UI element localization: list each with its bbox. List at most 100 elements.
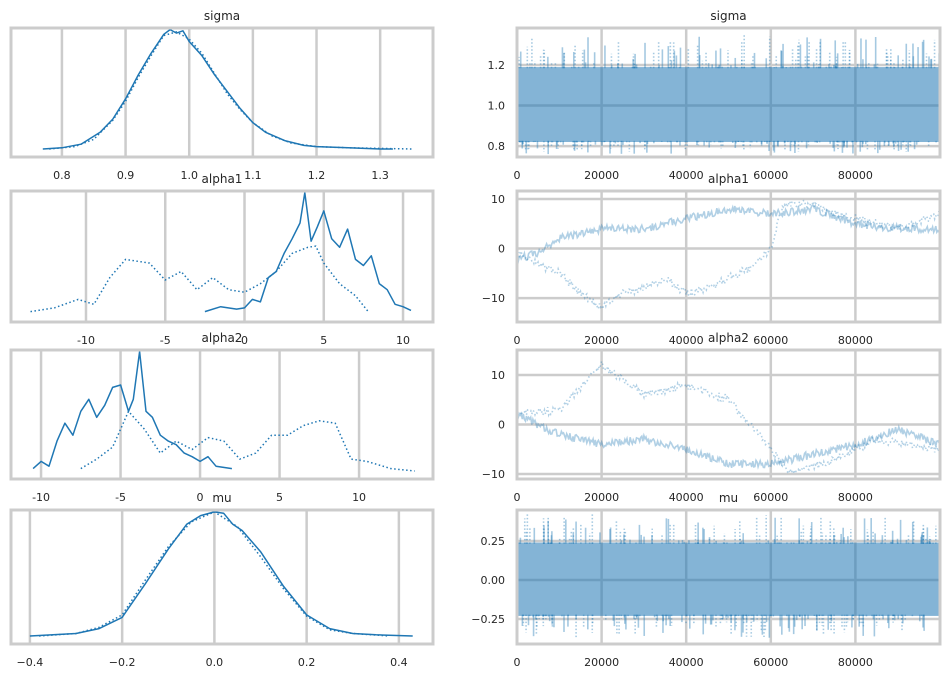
panel-sigma-density: sigma — [9, 9, 435, 159]
x-tick-label: 80000 — [838, 334, 873, 347]
panel-frame — [515, 26, 942, 159]
panel-title: mu — [719, 491, 738, 505]
x-tick-label: 0.8 — [53, 169, 71, 182]
panel-title: alpha2 — [202, 331, 243, 345]
x-tick-label: -5 — [160, 334, 171, 347]
x-tick-label: 1.2 — [308, 169, 326, 182]
panel-mu-density: mu — [9, 491, 435, 646]
x-tick-label: 10 — [396, 334, 410, 347]
panel-frame — [515, 348, 942, 481]
y-tick-label: −0.25 — [471, 613, 505, 626]
density-line-chain-0 — [42, 28, 393, 150]
y-tick-label: 10 — [491, 193, 505, 206]
plot-marks — [29, 511, 413, 637]
x-tick-label: 0.0 — [206, 656, 224, 669]
x-tick-label: 0 — [197, 491, 204, 504]
plot-area — [11, 28, 433, 157]
x-tick-label: 40000 — [669, 656, 704, 669]
panel-frame — [9, 508, 435, 646]
plot-marks — [32, 350, 415, 472]
x-tick-label: 60000 — [753, 656, 788, 669]
trace-line-chain-1 — [517, 358, 940, 476]
x-tick-label: 80000 — [838, 169, 873, 182]
y-tick-label: 1.2 — [488, 59, 506, 72]
panel-title: mu — [212, 491, 231, 505]
panel-title: alpha2 — [708, 331, 749, 345]
density-line-chain-1 — [39, 511, 390, 637]
plot-marks — [517, 358, 940, 476]
x-tick-label: 1.1 — [244, 169, 262, 182]
x-tick-label: 0 — [514, 169, 521, 182]
panel-frame — [515, 508, 942, 646]
plot-marks — [517, 513, 940, 638]
plot-area — [517, 350, 940, 479]
panel-alpha1-trace: alpha1 10 0 −10 — [482, 172, 942, 324]
density-line-chain-0 — [29, 511, 413, 637]
x-tick-label: 5 — [276, 491, 283, 504]
x-tick-label: 0.2 — [298, 656, 316, 669]
x-tick-label: 10 — [352, 491, 366, 504]
plot-marks — [30, 191, 412, 313]
x-tick-label: 60000 — [753, 334, 788, 347]
plot-area — [11, 350, 433, 479]
y-tick-label: 0 — [498, 419, 505, 432]
x-tick-label: 20000 — [584, 656, 619, 669]
density-line-chain-1 — [30, 245, 369, 313]
plot-area — [517, 191, 940, 322]
x-tick-label: 60000 — [753, 169, 788, 182]
trace-line-chain-0 — [517, 203, 940, 265]
x-tick-label: 0.4 — [390, 656, 408, 669]
panel-sigma-trace: sigma 0.8 1.0 1.2 — [488, 9, 942, 159]
x-tick-label: 0 — [514, 334, 521, 347]
x-tick-label: −0.2 — [109, 656, 136, 669]
x-tick-label: 60000 — [753, 491, 788, 504]
x-tick-label: 80000 — [838, 491, 873, 504]
panel-title: sigma — [204, 9, 240, 23]
plot-area — [11, 191, 433, 322]
x-tick-label: 1.3 — [371, 169, 389, 182]
x-tick-label: 5 — [320, 334, 327, 347]
x-tick-label: 40000 — [669, 334, 704, 347]
x-tick-label: 80000 — [838, 656, 873, 669]
x-tick-label: 40000 — [669, 169, 704, 182]
x-tick-label: 0 — [514, 656, 521, 669]
trace-line-chain-1 — [517, 198, 940, 312]
panel-frame — [9, 26, 435, 159]
y-tick-label: 10 — [491, 369, 505, 382]
trace-line-chain-0 — [517, 411, 940, 470]
x-tick-label: 40000 — [669, 491, 704, 504]
y-tick-label: −10 — [482, 468, 505, 481]
plot-marks — [42, 28, 413, 150]
x-tick-label: -10 — [77, 334, 95, 347]
panel-title: alpha1 — [708, 172, 749, 186]
plot-area — [11, 510, 433, 644]
x-tick-label: 0 — [514, 491, 521, 504]
panel-title: alpha1 — [202, 172, 243, 186]
y-tick-label: 1.0 — [488, 100, 506, 113]
panel-alpha2-density: alpha2 — [9, 331, 435, 481]
density-line-chain-0 — [32, 350, 233, 470]
x-tick-label: -5 — [115, 491, 126, 504]
density-line-chain-1 — [80, 410, 415, 472]
y-tick-label: 0.8 — [488, 140, 506, 153]
panel-mu-trace: mu 0.25 0.00 −0.25 — [471, 491, 942, 646]
panel-frame — [9, 189, 435, 324]
density-line-chain-0 — [204, 191, 412, 313]
x-tick-label: 20000 — [584, 334, 619, 347]
density-line-chain-1 — [49, 31, 413, 150]
plot-marks — [517, 35, 940, 155]
panel-title: sigma — [710, 9, 746, 23]
x-tick-label: 20000 — [584, 491, 619, 504]
panel-alpha1-density: alpha1 — [9, 172, 435, 324]
x-tick-label: -10 — [32, 491, 50, 504]
plot-marks — [517, 198, 940, 312]
y-tick-label: −10 — [482, 292, 505, 305]
x-tick-label: 1.0 — [180, 169, 198, 182]
trace-band — [517, 67, 940, 143]
x-tick-label: 0.9 — [117, 169, 135, 182]
y-tick-label: 0.25 — [481, 535, 506, 548]
x-tick-label: 0 — [241, 334, 248, 347]
y-tick-label: 0.00 — [481, 574, 506, 587]
panel-alpha2-trace: alpha2 10 0 −10 — [482, 331, 942, 481]
